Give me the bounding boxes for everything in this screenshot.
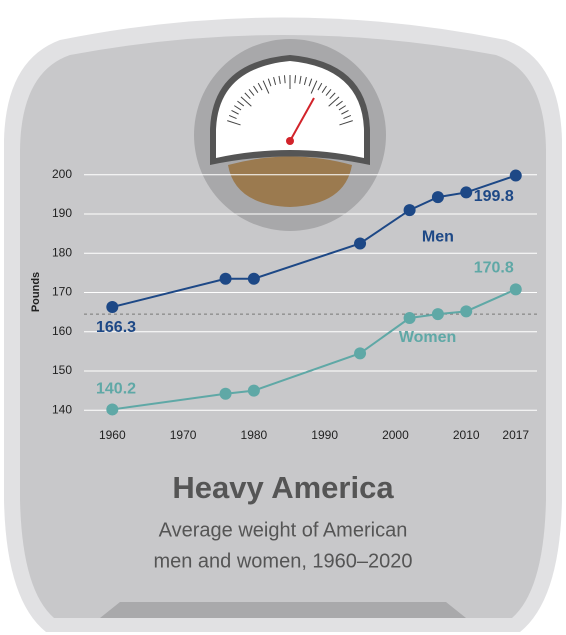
- x-tick-label: 1980: [241, 428, 268, 442]
- y-tick-label: 140: [52, 402, 72, 416]
- x-tick-label: 1970: [170, 428, 197, 442]
- data-label: 170.8: [474, 260, 514, 277]
- scale-foot: [100, 602, 466, 618]
- data-point: [403, 312, 416, 325]
- dial-face: [216, 61, 364, 158]
- y-tick-label: 170: [52, 285, 72, 299]
- x-tick-label: 1960: [99, 428, 126, 442]
- data-point: [509, 283, 522, 296]
- data-point: [509, 169, 522, 182]
- x-tick-label: 2000: [382, 428, 409, 442]
- data-point: [403, 204, 416, 217]
- series-label: Women: [399, 329, 456, 346]
- data-point: [431, 308, 444, 321]
- y-tick-label: 190: [52, 206, 72, 220]
- data-point: [247, 384, 260, 397]
- data-label: 166.3: [96, 319, 136, 336]
- data-point: [460, 186, 473, 199]
- x-tick-label: 2010: [453, 428, 480, 442]
- scale-body: [20, 35, 546, 618]
- dial-needle: [289, 97, 315, 142]
- data-label: 199.8: [474, 188, 514, 205]
- series-label: Men: [422, 228, 454, 245]
- data-label: 140.2: [96, 381, 136, 398]
- data-point: [354, 237, 367, 250]
- x-tick-label: 1990: [311, 428, 338, 442]
- y-tick-label: 160: [52, 324, 72, 338]
- chart-subtitle: men and women, 1960–2020: [153, 550, 412, 572]
- y-axis-label: Pounds: [30, 272, 42, 312]
- dial-window: [228, 156, 352, 207]
- data-point: [354, 347, 367, 360]
- data-point: [106, 301, 119, 314]
- data-point: [247, 272, 260, 285]
- data-point: [431, 191, 444, 204]
- y-tick-label: 150: [52, 363, 72, 377]
- y-tick-label: 200: [52, 167, 72, 181]
- data-point: [219, 387, 232, 400]
- dial-pivot: [286, 137, 294, 145]
- chart-title: Heavy America: [172, 470, 394, 505]
- x-tick-label: 2017: [502, 428, 529, 442]
- dial-ticks: [227, 75, 353, 126]
- chart-subtitle: Average weight of American: [159, 519, 408, 541]
- y-tick-label: 180: [52, 245, 72, 259]
- data-point: [219, 272, 232, 285]
- data-point: [460, 305, 473, 318]
- data-point: [106, 403, 119, 416]
